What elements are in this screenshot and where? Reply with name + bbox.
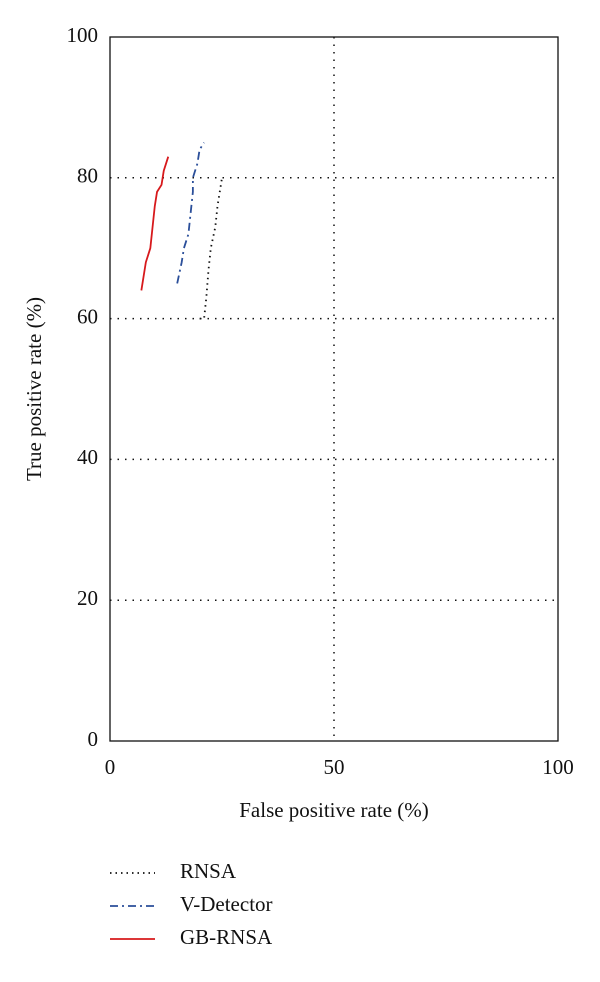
x-axis-label: False positive rate (%) [239,798,429,822]
y-axis-label: True positive rate (%) [22,297,46,481]
y-tick-label: 0 [88,727,99,751]
series-line [199,177,223,320]
y-tick-label: 80 [77,164,98,188]
y-tick-label: 20 [77,586,98,610]
legend-label: V-Detector [180,892,273,916]
y-tick-label: 100 [67,23,99,47]
y-tick-label: 60 [77,304,98,328]
y-tick-label: 40 [77,445,98,469]
x-tick-label: 0 [105,755,116,779]
x-tick-label: 50 [324,755,345,779]
legend-label: GB-RNSA [180,925,273,949]
series-line [140,156,170,291]
x-tick-label: 100 [542,755,574,779]
series-line [176,142,205,284]
legend-label: RNSA [180,859,237,883]
